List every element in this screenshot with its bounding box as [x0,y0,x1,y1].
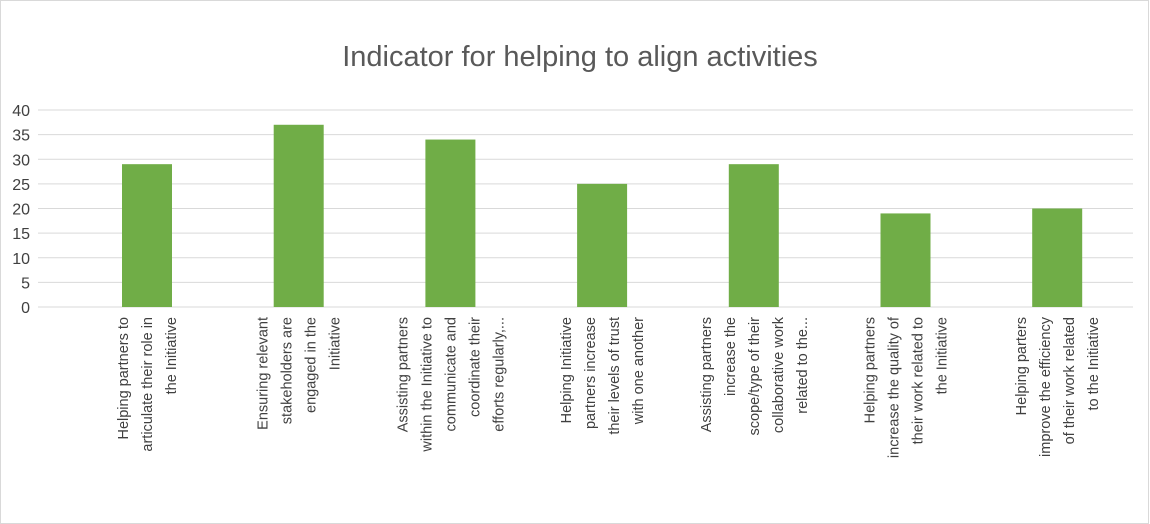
bar [577,183,628,307]
x-tick-label: Assisting partners within the Initiative … [395,317,507,453]
y-tick-label: 40 [12,103,30,120]
x-tick-label: Helping Initiative partners increase their… [559,317,647,435]
bar [1032,208,1083,307]
x-tick-label: Ensuring relevant stakeholders are engaged… [256,317,344,430]
y-tick-label: 0 [21,300,30,317]
x-tick-label: Assisting partners increase the scope/type… [699,316,811,435]
bar [425,139,476,307]
y-tick-label: 15 [12,226,30,243]
y-tick-label: 35 [12,128,30,145]
y-tick-label: 30 [12,152,30,169]
y-tick-label: 25 [12,177,30,194]
bar [273,124,324,308]
x-tick-label: Helping parters improve the efficiency of … [1014,316,1102,457]
bar [728,164,779,307]
x-tick-label: Helping partners to articulate their role… [116,317,180,452]
bar [122,164,172,307]
y-tick-label: 10 [12,251,30,268]
bar [880,213,931,307]
chart-title: Indicator for helping to align activitie… [342,41,818,73]
y-tick-label: 5 [21,275,30,292]
x-tick-label: Helping partners increase the quality of t… [863,316,951,458]
y-tick-label: 20 [12,202,30,219]
